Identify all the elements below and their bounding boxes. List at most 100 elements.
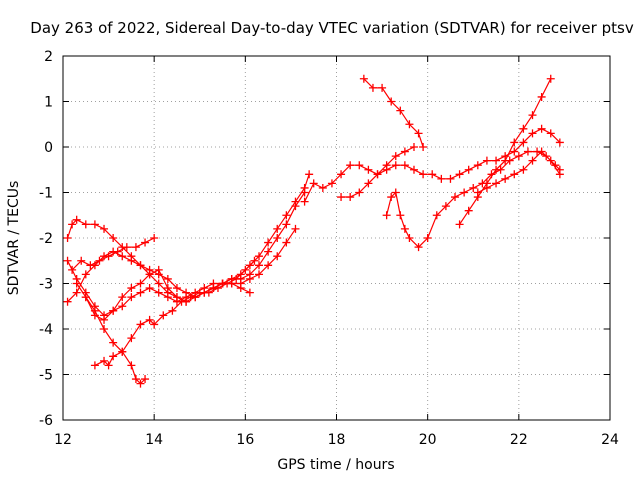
data-point [387,193,396,202]
data-point [528,129,537,138]
data-point [282,211,291,220]
data-point [172,284,181,293]
data-point [232,274,241,283]
data-point [136,279,145,288]
y-tick-label: 2 [44,49,53,65]
series-line [67,228,296,303]
data-point [446,174,455,183]
data-point [400,224,409,233]
x-tick-label: 22 [510,432,528,448]
x-axis-label: GPS time / hours [277,457,394,473]
data-point [136,379,145,388]
data-point [414,129,423,138]
data-point [264,247,273,256]
data-point [382,161,391,170]
y-tick-label: -4 [39,322,53,338]
data-point [273,224,282,233]
data-point [145,315,154,324]
data-point [528,111,537,120]
data-point [195,288,204,297]
data-point [419,170,428,179]
data-point [528,156,537,165]
data-point [519,124,528,133]
series-arc-3 [63,224,300,306]
data-point [291,224,300,233]
data-point [400,161,409,170]
data-point [264,238,273,247]
data-point [346,193,355,202]
data-point [118,293,127,302]
data-point [501,174,510,183]
y-tick-label: -6 [39,413,53,429]
data-point [81,270,90,279]
data-point [63,256,72,265]
data-point [145,284,154,293]
data-point [519,165,528,174]
data-point [145,265,154,274]
data-point [255,270,264,279]
data-point [305,170,314,179]
data-point [118,252,127,261]
data-point [469,183,478,192]
data-point [72,279,81,288]
data-point [127,361,136,370]
data-point [537,92,546,101]
data-point [510,147,519,156]
data-point [396,211,405,220]
data-point [177,297,186,306]
data-point [118,302,127,311]
data-point [291,202,300,211]
data-point [282,238,291,247]
data-point [455,170,464,179]
data-point [537,124,546,133]
plot-frame [62,55,611,421]
series-arc-11 [382,147,564,252]
data-point [555,138,564,147]
series-line [71,237,155,271]
plot-area [63,74,564,388]
data-point [537,147,546,156]
data-point [501,156,510,165]
series-arc-2 [63,188,309,306]
data-point [519,138,528,147]
data-point [368,83,377,92]
data-point [127,334,136,343]
data-point [346,161,355,170]
data-point [273,234,282,242]
data-point [159,311,168,320]
data-point [141,375,150,384]
data-point [150,234,159,242]
data-point [72,215,81,224]
series-arc-6 [90,256,259,370]
data-point [127,293,136,302]
data-point [282,220,291,229]
data-point [300,188,309,197]
data-point [273,252,282,261]
series-arc-9 [337,143,418,202]
data-point [364,165,373,174]
data-point [355,188,364,197]
x-tick-label: 16 [236,432,254,448]
data-point [382,211,391,220]
data-point [136,261,145,270]
data-point [364,179,373,188]
data-point [204,288,213,297]
data-point [546,74,555,83]
x-tick-label: 18 [328,432,346,448]
data-point [482,156,491,165]
series-arc-7 [81,293,150,388]
data-point [309,179,318,188]
data-point [127,256,136,265]
data-point [337,193,346,202]
x-tick-label: 12 [54,432,72,448]
data-point [168,306,177,315]
data-point [250,256,259,265]
series-line [94,260,255,367]
series-arc-12 [455,74,555,229]
data-point [113,247,122,256]
data-point [555,170,564,179]
series-arc-10 [359,74,428,151]
y-tick-label: -1 [39,186,53,202]
data-point [63,297,72,306]
